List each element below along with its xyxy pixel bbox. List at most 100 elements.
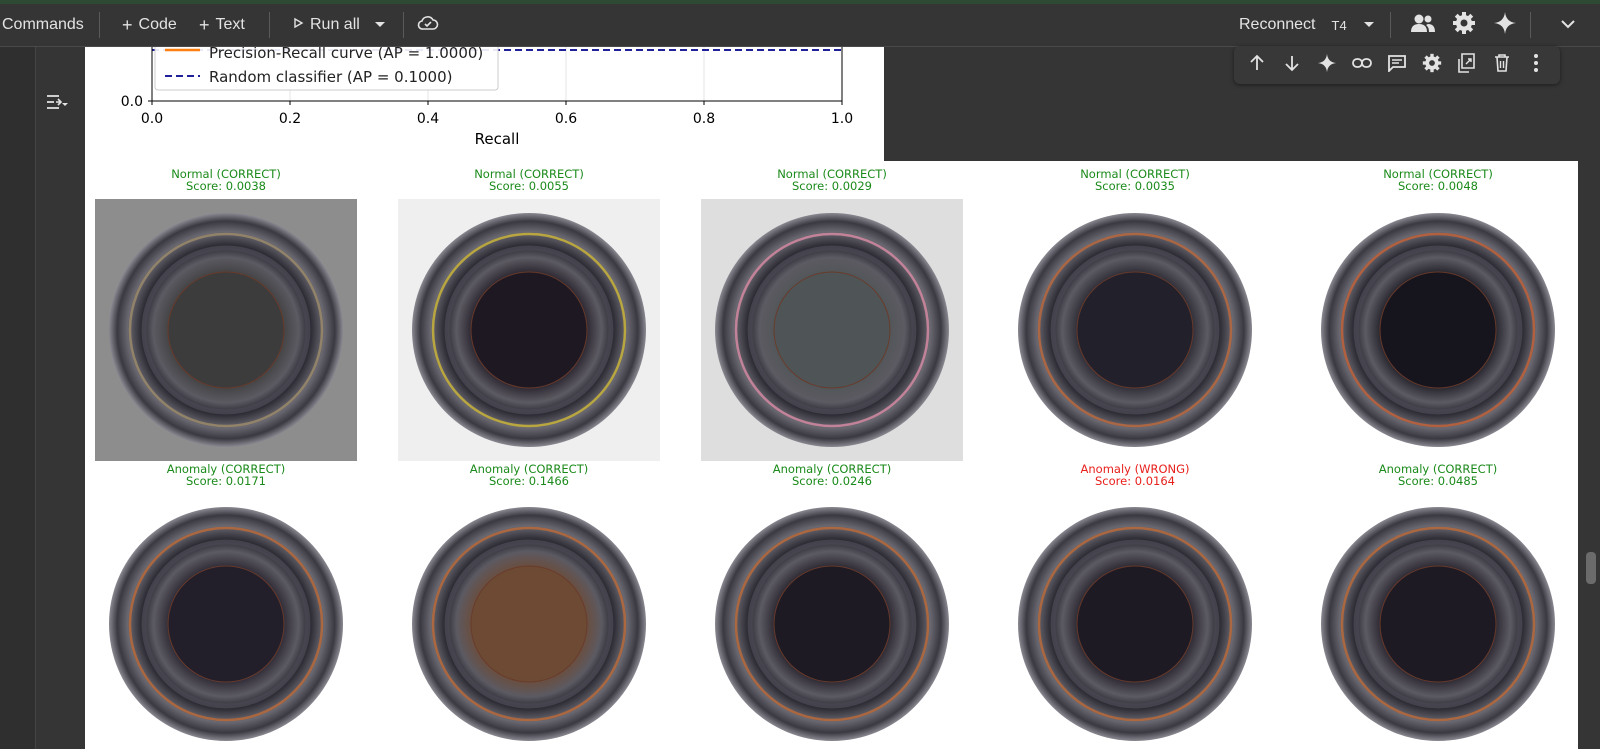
bottle-image — [95, 199, 357, 461]
plot-svg: 0.0 0.0 0.2 0.4 0.6 0.8 1.0 Recall Preci… — [121, 47, 853, 148]
sample-label: Normal (CORRECT) — [1080, 167, 1190, 181]
legend-label-random: Random classifier (AP = 0.1000) — [209, 68, 453, 86]
sample-label: Anomaly (CORRECT) — [166, 462, 286, 476]
caret-down-icon — [374, 16, 386, 34]
top-accent-strip — [0, 0, 1600, 4]
caret-down-icon — [1363, 16, 1375, 34]
runtime-dropdown[interactable] — [1353, 9, 1385, 41]
arrow-down-icon — [1283, 54, 1301, 77]
cell-settings-button[interactable] — [1417, 50, 1447, 80]
plus-icon: + — [199, 14, 210, 35]
add-text-button[interactable]: + Text — [199, 15, 245, 36]
bottle-image — [1307, 493, 1569, 749]
add-code-button[interactable]: + Code — [122, 15, 177, 36]
move-up-button[interactable] — [1242, 50, 1272, 80]
left-rail — [0, 47, 36, 749]
y-tick-label: 0.0 — [121, 94, 143, 110]
sample-caption: Anomaly (CORRECT) Score: 0.0485 — [1307, 463, 1569, 487]
sample-label: Anomaly (CORRECT) — [772, 462, 892, 476]
bottle-image — [1004, 493, 1266, 749]
cell-toolbar — [1234, 46, 1560, 84]
sample-caption: Normal (CORRECT) Score: 0.0055 — [398, 168, 660, 192]
open-in-tab-icon — [1457, 52, 1476, 78]
sample-caption: Anomaly (CORRECT) Score: 0.0171 — [95, 463, 357, 487]
run-all-button[interactable]: Run all — [292, 16, 360, 34]
sample-label: Anomaly (WRONG) — [1080, 462, 1190, 476]
sample-caption: Anomaly (WRONG) Score: 0.0164 — [1004, 463, 1266, 487]
link-icon — [1352, 56, 1372, 74]
x-tick-label: 1.0 — [831, 111, 853, 127]
mirror-cell-button[interactable] — [1452, 50, 1482, 80]
plus-icon: + — [122, 14, 133, 35]
sample-score: Score: 0.0171 — [186, 474, 266, 488]
sparkle-icon — [1493, 11, 1517, 40]
toolbar-divider — [1530, 12, 1531, 38]
sample-caption: Normal (CORRECT) Score: 0.0038 — [95, 168, 357, 192]
bottle-image — [701, 493, 963, 749]
sample-label: Normal (CORRECT) — [171, 167, 281, 181]
legend-label-pr: Precision-Recall curve (AP = 1.0000) — [209, 47, 483, 62]
sample-caption: Anomaly (CORRECT) Score: 0.1466 — [398, 463, 660, 487]
sample-label: Anomaly (CORRECT) — [469, 462, 589, 476]
collapse-header-button[interactable] — [1552, 9, 1584, 41]
settings-button[interactable] — [1448, 9, 1480, 41]
toolbar-divider — [1390, 12, 1391, 38]
people-icon — [1410, 13, 1436, 38]
scrollbar-thumb[interactable] — [1586, 552, 1596, 584]
comment-icon — [1387, 54, 1407, 77]
sample-score: Score: 0.0029 — [792, 179, 872, 193]
sample-score: Score: 0.0035 — [1095, 179, 1175, 193]
commands-label: Commands — [2, 16, 84, 33]
x-axis-label: Recall — [475, 130, 520, 148]
reconnect-button[interactable]: Reconnect T4 — [1239, 16, 1347, 34]
output-menu-icon — [45, 92, 69, 117]
reconnect-label: Reconnect — [1239, 16, 1316, 33]
run-options-dropdown[interactable] — [364, 9, 396, 41]
bottle-image — [398, 493, 660, 749]
more-options-button[interactable] — [1521, 50, 1551, 80]
sample-score: Score: 0.0038 — [186, 179, 266, 193]
sample-label: Normal (CORRECT) — [1383, 167, 1493, 181]
sample-score: Score: 0.0246 — [792, 474, 872, 488]
gemini-cell-button[interactable] — [1312, 50, 1342, 80]
x-tick-label: 0.0 — [141, 111, 163, 127]
bottle-image — [701, 199, 963, 461]
output-actions-button[interactable] — [42, 89, 72, 119]
gemini-button[interactable] — [1489, 9, 1521, 41]
sample-caption: Normal (CORRECT) Score: 0.0029 — [701, 168, 963, 192]
bottle-image — [95, 493, 357, 749]
sample-score: Score: 0.0164 — [1095, 474, 1175, 488]
x-tick-label: 0.6 — [555, 111, 577, 127]
runtime-type-label: T4 — [1331, 17, 1347, 33]
bottle-image — [398, 199, 660, 461]
sample-label: Normal (CORRECT) — [474, 167, 584, 181]
sample-score: Score: 0.0055 — [489, 179, 569, 193]
vertical-scrollbar[interactable] — [1583, 47, 1600, 749]
delete-cell-button[interactable] — [1487, 50, 1517, 80]
sample-score: Score: 0.1466 — [489, 474, 569, 488]
copy-link-button[interactable] — [1347, 50, 1377, 80]
notebook-toolbar: Commands + Code + Text Run all Reconnect… — [0, 4, 1600, 47]
trash-icon — [1494, 53, 1510, 78]
toolbar-divider — [403, 12, 404, 38]
toolbar-divider — [269, 12, 270, 38]
sparkle-icon — [1317, 53, 1337, 78]
toolbar-divider — [99, 12, 100, 38]
move-down-button[interactable] — [1277, 50, 1307, 80]
sample-caption: Normal (CORRECT) Score: 0.0048 — [1307, 168, 1569, 192]
cloud-save-button[interactable] — [412, 9, 444, 41]
commands-button[interactable]: Commands — [2, 16, 84, 34]
bottle-image — [1004, 199, 1266, 461]
sample-caption: Normal (CORRECT) Score: 0.0035 — [1004, 168, 1266, 192]
sample-label: Normal (CORRECT) — [777, 167, 887, 181]
add-text-label: Text — [215, 16, 245, 33]
gear-icon — [1452, 11, 1476, 40]
share-button[interactable] — [1407, 9, 1439, 41]
comment-button[interactable] — [1382, 50, 1412, 80]
x-tick-label: 0.8 — [693, 111, 715, 127]
x-tick-label: 0.2 — [279, 111, 301, 127]
gear-icon — [1422, 53, 1442, 78]
sample-caption: Anomaly (CORRECT) Score: 0.0246 — [701, 463, 963, 487]
sample-label: Anomaly (CORRECT) — [1378, 462, 1498, 476]
precision-recall-plot: 0.0 0.0 0.2 0.4 0.6 0.8 1.0 Recall Preci… — [85, 47, 884, 161]
